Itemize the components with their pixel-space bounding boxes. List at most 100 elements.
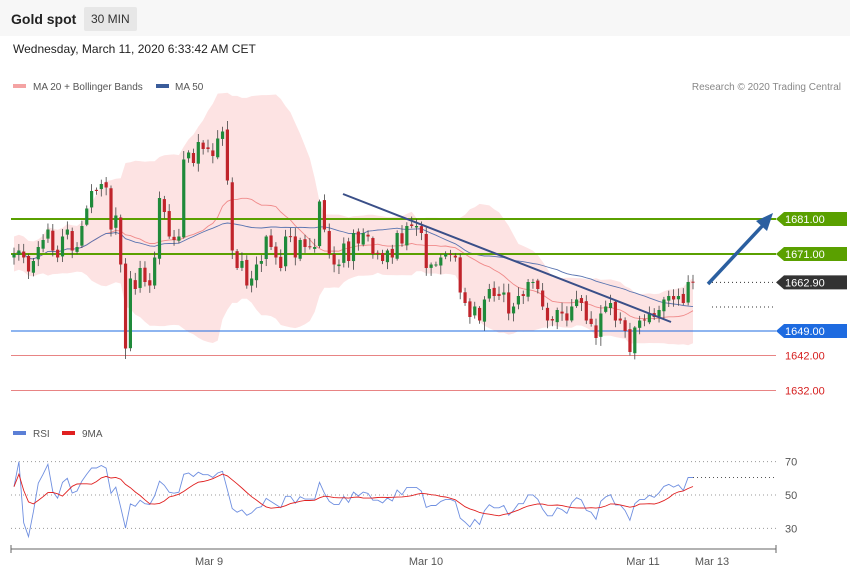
candle-body — [487, 289, 491, 299]
candle-body — [555, 310, 559, 323]
candle-body — [356, 231, 360, 244]
candle-body — [444, 254, 448, 257]
candle-body — [424, 233, 428, 268]
level-label-3: 1649.00 — [785, 326, 825, 338]
candle-body — [589, 318, 593, 324]
header-bar — [0, 0, 850, 36]
legend-label-ma50: MA 50 — [175, 82, 204, 93]
candle-body — [371, 238, 375, 254]
candle-body — [12, 254, 16, 258]
candle-body — [293, 236, 297, 258]
legend-swatch-ma50 — [156, 84, 169, 88]
candle-body — [201, 142, 205, 149]
candle-body — [497, 293, 501, 296]
x-axis: Mar 9 Mar 10 Mar 11 Mar 13 — [10, 545, 777, 568]
candle-body — [235, 251, 239, 268]
x-axis-label-1: Mar 10 — [409, 556, 443, 568]
candle-body — [463, 292, 467, 303]
timeframe-button[interactable]: 30 MIN — [84, 7, 137, 31]
candle-body — [157, 198, 162, 259]
candle-body — [46, 229, 50, 239]
candle-body — [584, 301, 588, 321]
candle-body — [177, 236, 181, 241]
candle-body — [26, 255, 31, 272]
candle-body — [385, 250, 390, 263]
candle-body — [162, 199, 166, 212]
legend-swatch-rsi — [13, 431, 26, 435]
candle-body — [618, 318, 622, 321]
candle-body — [453, 255, 457, 258]
candle-body — [439, 257, 443, 266]
projection-arrow-head — [756, 213, 773, 231]
level-label-2: 1662.90 — [785, 277, 825, 289]
candle-body — [361, 233, 365, 245]
candle-body — [613, 301, 617, 321]
candle-body — [541, 290, 545, 307]
candle-body — [220, 131, 225, 139]
rsi-panel: 70 50 30 — [11, 457, 797, 539]
candle-body — [128, 278, 132, 349]
candle-body — [414, 226, 419, 228]
candle-body — [579, 298, 584, 303]
candle-body — [366, 234, 370, 237]
candle-body — [347, 241, 351, 261]
candle-body — [575, 299, 579, 307]
candle-body — [60, 236, 65, 257]
candle-body — [138, 268, 142, 288]
trendline — [342, 193, 672, 323]
candle-body — [288, 236, 293, 238]
candle-body — [676, 296, 681, 300]
candle-body — [560, 311, 564, 314]
candle-body — [298, 240, 302, 259]
level-tag-2 — [776, 275, 847, 290]
candle-body — [608, 303, 613, 309]
candle-body — [691, 281, 695, 283]
rsi-tick-label-1: 50 — [785, 490, 797, 502]
price-levels: 1681.00 1671.00 1662.90 1649.00 1642.00 1632.… — [11, 212, 847, 398]
candle-body — [507, 292, 511, 314]
candle-body — [672, 296, 676, 300]
candle-body — [662, 299, 666, 312]
legend-label-ma20: MA 20 + Bollinger Bands — [33, 82, 143, 93]
candle-body — [638, 320, 642, 328]
candle-body — [681, 293, 685, 303]
candle-body — [327, 231, 331, 254]
candle-body — [322, 200, 326, 230]
x-axis-label-3: Mar 13 — [695, 556, 729, 568]
candle-body — [75, 247, 79, 252]
candle-body — [22, 251, 26, 258]
candle-body — [317, 201, 322, 247]
candle-body — [419, 226, 423, 233]
candle-body — [254, 264, 259, 281]
candle-body — [264, 236, 268, 260]
candle-body — [259, 261, 263, 264]
legend-swatch-rsi-ma — [62, 431, 75, 435]
candle-body — [36, 247, 40, 260]
annotations — [342, 193, 773, 323]
candle-body — [284, 236, 288, 267]
candle-body — [337, 264, 341, 267]
candle-body — [351, 233, 356, 262]
candle-body — [545, 307, 550, 321]
candle-body — [114, 215, 118, 228]
candle-body — [240, 261, 244, 268]
legend-label-rsi: RSI — [33, 429, 50, 440]
candle-body — [51, 230, 55, 251]
candle-body — [167, 211, 171, 237]
rsi-line — [13, 461, 693, 539]
candle-body — [667, 296, 671, 301]
candle-body — [211, 150, 215, 156]
candle-body — [376, 252, 380, 254]
candle-body — [536, 280, 540, 289]
rsi-tick-label-2: 30 — [785, 523, 797, 535]
candle-body — [308, 246, 312, 248]
candle-body — [405, 226, 409, 246]
candle-body — [478, 307, 482, 321]
candle-body — [390, 248, 394, 258]
candle-body — [511, 306, 516, 314]
candle-body — [65, 229, 69, 235]
candle-body — [642, 319, 647, 321]
candle-body — [80, 226, 84, 246]
candle-body — [599, 313, 603, 337]
candle-body — [647, 313, 651, 323]
